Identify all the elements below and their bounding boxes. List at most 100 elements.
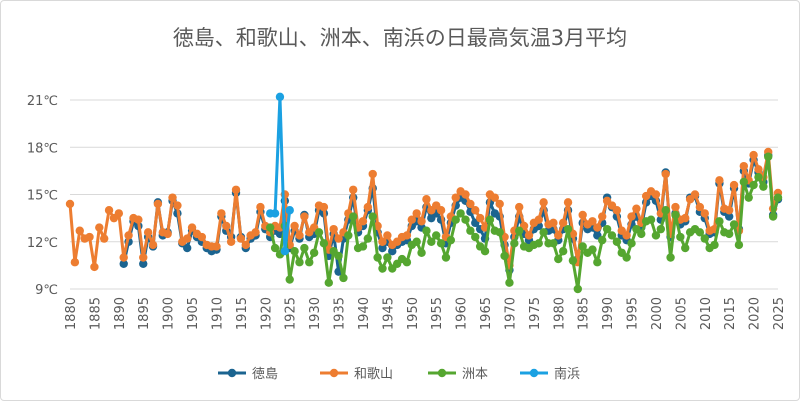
x-tick-label: 1950 (406, 297, 421, 330)
data-point (295, 231, 304, 240)
data-point (681, 213, 690, 223)
data-point (539, 228, 548, 237)
data-point (124, 231, 133, 240)
data-point (495, 228, 504, 237)
data-point (715, 217, 724, 226)
data-point (143, 228, 153, 237)
data-point (300, 212, 309, 221)
data-point (461, 190, 470, 199)
data-point (593, 258, 602, 267)
x-tick-label: 1970 (503, 297, 518, 330)
data-point (612, 237, 622, 246)
x-tick-label: 1955 (430, 297, 445, 330)
data-point (104, 206, 114, 215)
x-tick-label: 1935 (333, 297, 348, 330)
data-point (700, 209, 709, 218)
data-point (270, 209, 280, 218)
x-tick-label: 1905 (186, 297, 201, 330)
x-tick-label: 1930 (308, 297, 323, 330)
data-point (436, 206, 446, 215)
data-point (280, 247, 290, 256)
data-point (197, 232, 207, 242)
data-point (334, 251, 343, 261)
data-point (305, 258, 314, 267)
data-point (251, 228, 260, 237)
data-point (588, 245, 597, 254)
x-tick-label: 2020 (748, 297, 763, 330)
x-tick-label: 1990 (601, 297, 616, 330)
data-point (500, 251, 509, 261)
data-point (417, 248, 426, 257)
data-point (217, 209, 226, 218)
data-point (588, 217, 597, 226)
data-point (358, 242, 368, 251)
legend-label: 洲本 (462, 367, 488, 382)
data-point (554, 254, 563, 264)
data-point (729, 180, 739, 190)
data-point (139, 253, 148, 262)
data-point (363, 234, 373, 243)
data-point (378, 264, 387, 273)
data-point (627, 212, 636, 221)
data-point (270, 243, 280, 253)
y-tick-label: 9℃ (35, 283, 58, 298)
data-point (275, 92, 285, 102)
data-point (749, 180, 758, 190)
data-point (349, 212, 358, 221)
data-point (480, 247, 490, 256)
data-point (95, 223, 104, 232)
data-point (441, 253, 451, 262)
x-tick-label: 1910 (210, 297, 225, 330)
data-point (612, 206, 622, 215)
data-point (451, 215, 460, 224)
data-point (690, 190, 700, 199)
data-point (168, 193, 177, 202)
x-tick-label: 2005 (674, 297, 689, 330)
data-point (549, 218, 558, 228)
data-point (85, 232, 94, 242)
data-point (290, 221, 299, 231)
x-tick-label: 1895 (137, 297, 152, 330)
data-point (510, 239, 519, 248)
data-point (256, 202, 265, 212)
data-point (402, 231, 412, 240)
data-point (754, 165, 763, 174)
data-point (134, 215, 143, 224)
data-point (329, 224, 338, 234)
data-point (90, 262, 99, 272)
x-tick-label: 1980 (552, 297, 567, 330)
data-point (739, 177, 749, 187)
data-point (534, 215, 543, 224)
data-point (182, 243, 192, 253)
data-point (671, 210, 680, 220)
data-point (417, 217, 426, 226)
data-point (656, 224, 666, 234)
data-point (461, 215, 470, 224)
data-point (773, 193, 783, 202)
legend-marker (329, 368, 339, 378)
x-tick-label: 1900 (162, 297, 177, 330)
data-point (388, 247, 397, 256)
legend-marker (227, 368, 237, 378)
data-point (75, 226, 84, 235)
data-point (314, 228, 324, 237)
data-point (627, 239, 636, 248)
x-tick-label: 1960 (455, 297, 470, 330)
x-tick-label: 1940 (357, 297, 372, 330)
data-point (681, 243, 690, 253)
x-tick-label: 1985 (577, 297, 592, 330)
data-point (99, 234, 109, 243)
data-point (724, 229, 734, 239)
y-tick-label: 18℃ (27, 141, 58, 156)
y-tick-label: 15℃ (27, 189, 58, 204)
data-point (182, 234, 192, 243)
data-point (153, 199, 163, 209)
data-point (602, 224, 612, 234)
x-tick-label: 1925 (284, 297, 299, 330)
data-point (768, 212, 778, 221)
data-point (578, 242, 587, 251)
data-point (729, 220, 739, 229)
data-point (212, 242, 221, 251)
data-point (558, 247, 568, 256)
data-point (471, 232, 480, 242)
